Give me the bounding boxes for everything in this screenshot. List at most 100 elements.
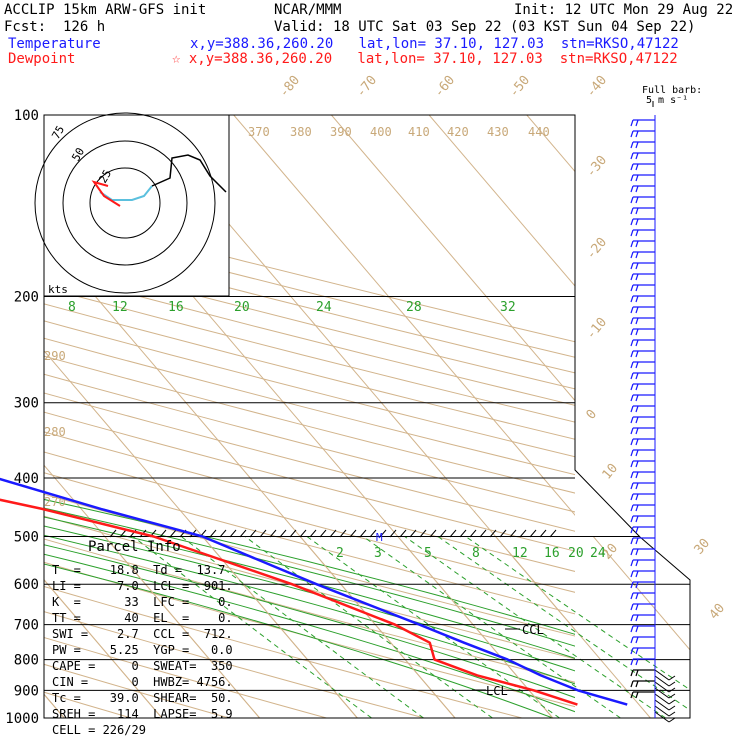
wind-barb-flag	[635, 482, 639, 490]
theta-label-270: 270	[44, 495, 66, 509]
temperature-info: x,y=388.36,260.20 lat,lon= 37.10, 127.03…	[190, 36, 679, 52]
dry-adiabat-340	[44, 451, 575, 593]
hatch-mark	[469, 529, 477, 538]
wind-barb-flag	[635, 438, 639, 446]
wind-barb-low-flag	[668, 681, 676, 687]
wind-barb-flag	[635, 218, 639, 226]
temperature-label: Temperature	[8, 36, 101, 52]
pressure-label-300: 300	[14, 396, 39, 412]
theta-label-280: 280	[44, 425, 66, 439]
wind-barb-flag	[635, 383, 639, 391]
wind-barb-low	[654, 681, 670, 693]
wind-barb-flag	[630, 581, 634, 589]
parcel-row-1: LI = 7.0 LCL = 901.	[52, 579, 233, 593]
wind-barb-flag	[630, 273, 634, 281]
mixing-label-lower-20: 20	[568, 546, 584, 561]
wind-barb-flag	[630, 449, 634, 457]
dry-adiabat-400	[44, 337, 575, 476]
hatch-mark	[299, 529, 307, 538]
wind-barb-flag	[630, 603, 634, 611]
parcel-row-6: CAPE = 0 SWEAT= 350	[52, 659, 233, 673]
mixing-label-upper-32: 32	[500, 300, 516, 315]
theta-label-390: 390	[330, 125, 352, 139]
parcel-row-0: T = 18.8 Td = 13.7	[52, 563, 226, 577]
hatch-mark	[209, 529, 217, 538]
forecast-hour: Fcst: 126 h	[4, 19, 106, 35]
mixing-label-lower-3: 3	[374, 546, 382, 561]
theta-label-430: 430	[487, 125, 509, 139]
hatch-mark	[339, 529, 347, 538]
parcel-row-2: K = 33 LFC = 0.	[52, 595, 233, 609]
mixing-label-upper-12: 12	[112, 300, 128, 315]
mean-marker: M	[376, 531, 383, 544]
hatch-mark	[229, 529, 237, 538]
wind-barb-flag	[630, 515, 634, 523]
hodograph	[34, 112, 230, 297]
wind-barb-flag	[635, 317, 639, 325]
isotherm-40	[331, 115, 575, 402]
wind-barb-flag	[630, 262, 634, 270]
wind-barb-flag	[630, 328, 634, 336]
isotherm-lower-30	[233, 537, 690, 718]
isotherm-label-30: 30	[692, 536, 714, 558]
isotherm-lower-0	[44, 537, 456, 718]
wind-barb-flag	[635, 504, 639, 512]
wind-barb-low	[654, 711, 670, 723]
hatch-mark	[169, 529, 177, 538]
wind-barb-flag	[635, 592, 639, 600]
hatch-mark	[159, 529, 167, 538]
wind-barb-flag	[630, 130, 634, 138]
wind-barb-flag	[630, 691, 634, 699]
isotherm-label--50: -50	[507, 73, 534, 101]
lower-layer	[44, 537, 690, 718]
parcel-row-7: CIN = 0 HWBZ= 4756.	[52, 675, 233, 689]
wind-barb-flag	[635, 328, 639, 336]
pressure-label-200: 200	[14, 290, 39, 306]
wind-barb-flag	[630, 504, 634, 512]
init-time: Init: 12 UTC Mon 29 Aug 22	[514, 2, 734, 18]
pressure-label-800: 800	[14, 653, 39, 669]
wind-barb-flag	[630, 570, 634, 578]
hatch-mark	[249, 529, 257, 538]
pressure-label-600: 600	[14, 577, 39, 593]
hatch-mark	[399, 529, 407, 538]
isotherm-30	[233, 115, 575, 516]
hatch-mark	[289, 529, 297, 538]
wind-barb-flag	[635, 350, 639, 358]
wind-barb-flag	[635, 295, 639, 303]
profile-dewpoint	[0, 498, 578, 706]
wind-barb-flag	[635, 680, 639, 688]
dry-adiabat-430	[44, 286, 575, 423]
isotherm-label-10: 10	[600, 461, 622, 483]
dry-adiabat-350	[44, 431, 575, 572]
wind-barb-flag	[635, 262, 639, 270]
isotherm-label--30: -30	[584, 153, 611, 181]
wind-barb-low-flag	[668, 711, 676, 717]
wind-barb-flag	[630, 526, 634, 534]
wind-barb-flag	[635, 163, 639, 171]
wind-barb-low	[654, 705, 670, 717]
wind-barb-flag	[630, 185, 634, 193]
wind-barb-low	[654, 699, 670, 711]
wind-barb-flag	[630, 548, 634, 556]
dry-adiabat-450	[44, 254, 575, 390]
wind-barb-flag	[630, 284, 634, 292]
mixing-ratio-8	[306, 537, 560, 718]
hatch-mark	[389, 529, 397, 538]
wind-barb-flag	[630, 680, 634, 688]
pressure-label-1000: 1000	[5, 711, 39, 727]
hatch-mark	[379, 529, 387, 538]
wind-barb-flag	[635, 306, 639, 314]
wind-barb-flag	[635, 196, 639, 204]
hodograph-ring-0	[34, 112, 216, 294]
theta-label-420: 420	[447, 125, 469, 139]
wind-barb-flag	[635, 559, 639, 567]
theta-label-380: 380	[290, 125, 312, 139]
wind-barb-low-flag	[668, 675, 676, 681]
wind-barb-flag	[630, 317, 634, 325]
hatch-mark	[319, 529, 327, 538]
wind-barb-flag	[635, 658, 639, 666]
dry-adiabat-470	[44, 223, 575, 358]
dry-adiabat-270	[44, 611, 425, 718]
wind-barb-flag	[635, 603, 639, 611]
